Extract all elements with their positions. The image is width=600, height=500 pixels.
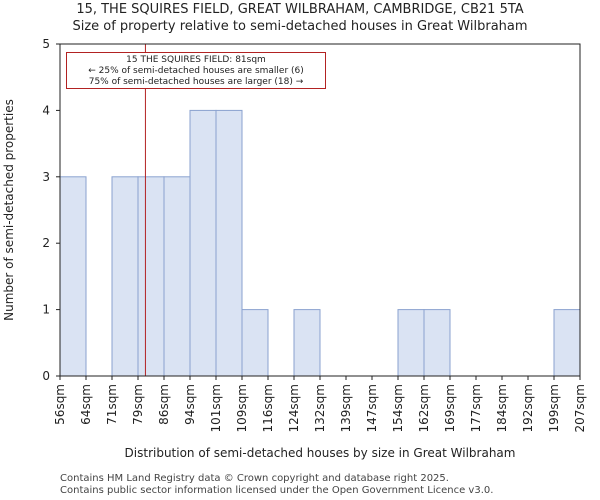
x-tick-label: 169sqm [443, 384, 457, 432]
y-tick-label: 4 [42, 103, 50, 117]
bar-86sqm [163, 176, 191, 377]
bar-154sqm [397, 309, 425, 377]
bar-124sqm [293, 309, 321, 377]
x-tick-label: 207sqm [573, 384, 587, 432]
annotation-line2: ← 25% of semi-detached houses are smalle… [88, 66, 304, 76]
x-tick-label: 94sqm [183, 384, 197, 425]
bar-101sqm [215, 109, 243, 377]
y-tick-label: 1 [42, 303, 50, 317]
x-tick-label: 116sqm [261, 384, 275, 432]
x-tick-label: 132sqm [313, 384, 327, 432]
x-tick-label: 124sqm [287, 384, 301, 432]
x-tick-label: 109sqm [235, 384, 249, 432]
annotation-line3: 75% of semi-detached houses are larger (… [88, 77, 304, 87]
x-tick-label: 86sqm [157, 384, 171, 425]
x-tick-label: 199sqm [547, 384, 561, 432]
x-tick-label: 139sqm [339, 384, 353, 432]
x-tick-label: 147sqm [365, 384, 379, 432]
bar-56sqm [59, 176, 87, 377]
x-tick-label: 177sqm [469, 384, 483, 432]
bar-71sqm [111, 176, 139, 377]
x-tick-label: 64sqm [79, 384, 93, 425]
annotation-box: 15 THE SQUIRES FIELD: 81sqm ← 25% of sem… [66, 52, 326, 89]
x-axis-title: Distribution of semi-detached houses by … [125, 446, 516, 460]
plot-frame [59, 43, 581, 377]
bars-group [59, 109, 581, 377]
footer-line2: Contains public sector information licen… [60, 485, 494, 496]
bar-109sqm [241, 309, 269, 377]
x-tick-label: 184sqm [495, 384, 509, 432]
bar-199sqm [553, 309, 581, 377]
y-tick-label: 0 [42, 369, 50, 383]
x-tick-label: 79sqm [131, 384, 145, 425]
x-tick-label: 154sqm [391, 384, 405, 432]
x-tick-label: 71sqm [105, 384, 119, 425]
y-tick-label: 2 [42, 236, 50, 250]
footer-line1: Contains HM Land Registry data © Crown c… [60, 473, 449, 484]
bar-79sqm [137, 176, 165, 377]
x-tick-label: 56sqm [53, 384, 67, 425]
x-axis-ticks: 56sqm 64sqm 71sqm 79sqm 86sqm 94sqm 101sqm 109s… [53, 376, 587, 432]
x-tick-label: 192sqm [521, 384, 535, 432]
x-tick-label: 162sqm [417, 384, 431, 432]
y-axis-title: Number of semi-detached properties [2, 99, 16, 321]
y-tick-label: 3 [42, 170, 50, 184]
chart-title-line1: 15, THE SQUIRES FIELD, GREAT WILBRAHAM, … [76, 2, 524, 17]
y-axis-ticks: 0 1 2 3 4 5 [42, 37, 60, 383]
chart-title-line2: Size of property relative to semi-detach… [72, 19, 528, 34]
bar-94sqm [189, 109, 217, 377]
y-tick-label: 5 [42, 37, 50, 51]
annotation-line1: 15 THE SQUIRES FIELD: 81sqm [126, 55, 266, 65]
x-tick-label: 101sqm [209, 384, 223, 432]
bar-162sqm [423, 309, 451, 377]
